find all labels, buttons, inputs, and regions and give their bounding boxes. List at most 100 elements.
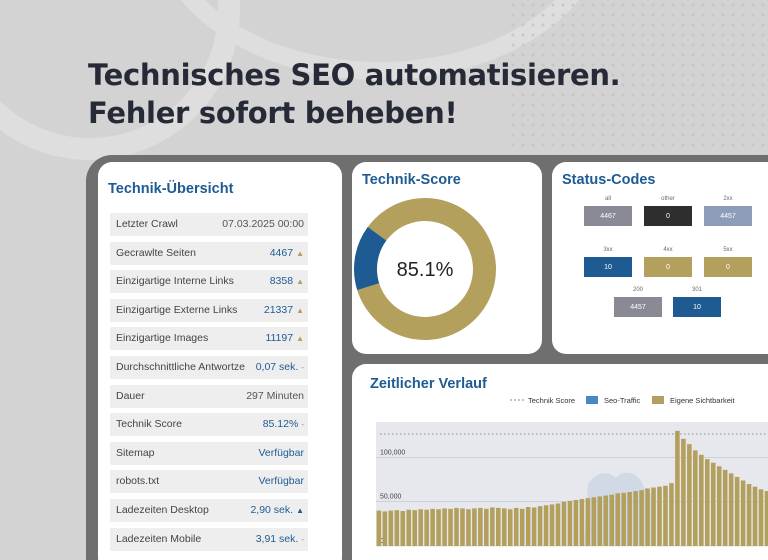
bar-sichtbarkeit — [585, 498, 591, 546]
status-code-box: 0 — [644, 257, 692, 277]
bar-sichtbarkeit — [412, 510, 417, 546]
bar-sichtbarkeit — [406, 509, 412, 546]
overview-row-label: Gecrawlte Seiten — [116, 246, 196, 259]
overview-row: Einzigartige Externe Links 21337 ▲ — [110, 298, 308, 322]
bar-sichtbarkeit — [460, 508, 465, 546]
bar-sichtbarkeit — [669, 483, 674, 546]
bar-sichtbarkeit — [710, 462, 716, 546]
overview-row: robots.txt Verfügbar — [110, 470, 308, 494]
score-value-label: 85.1% — [397, 259, 454, 281]
bar-sichtbarkeit — [442, 508, 447, 546]
bar-sichtbarkeit — [633, 491, 638, 546]
status-title: Status-Codes — [562, 172, 656, 188]
overview-row-value: 8358 ▲ — [270, 275, 304, 287]
trend-neutral-icon: - — [301, 363, 304, 372]
overview-row-value-text: 4467 — [269, 246, 294, 259]
y-tick-label: 50,000 — [380, 494, 402, 501]
bar-sichtbarkeit — [704, 459, 710, 546]
bar-sichtbarkeit — [597, 496, 603, 546]
bar-sichtbarkeit — [615, 493, 620, 546]
status-code-caption: 3xx — [603, 247, 613, 253]
status-code-box: 4467 — [584, 206, 632, 226]
bar-sichtbarkeit — [400, 511, 406, 546]
overview-row-value: 2,90 sek. ▲ — [250, 504, 304, 516]
overview-row: Ladezeiten Desktop 2,90 sek. ▲ — [110, 499, 308, 522]
overview-row-label: Dauer — [116, 389, 145, 402]
status-code-box: 4457 — [614, 297, 662, 317]
overview-row-value: 0,07 sek. - — [256, 361, 304, 373]
status-code-caption: all — [604, 196, 611, 202]
bar-sichtbarkeit — [513, 507, 519, 546]
bar-sichtbarkeit — [454, 507, 459, 546]
bar-sichtbarkeit — [424, 509, 429, 546]
overview-row-value-text: 11197 — [265, 332, 294, 345]
trend-up-icon: ▲ — [296, 277, 304, 287]
legend-seo-traffic-swatch-icon — [586, 396, 598, 404]
overview-row-value: 11197 ▲ — [265, 332, 304, 344]
bar-sichtbarkeit — [746, 484, 752, 546]
legend-label: Seo-Traffic — [604, 396, 641, 405]
bar-sichtbarkeit — [687, 444, 692, 546]
status-code-box: 4457 — [704, 206, 752, 226]
overview-row: Sitemap Verfügbar — [110, 441, 308, 465]
timeline-title: Zeitlicher Verlauf — [370, 376, 487, 392]
timeline-chart: Technik Score Seo-Traffic Eigene Sichtbark… — [376, 396, 768, 547]
bar-sichtbarkeit — [657, 486, 662, 546]
bar-sichtbarkeit — [531, 507, 537, 546]
bar-sichtbarkeit — [645, 488, 650, 546]
bar-sichtbarkeit — [699, 454, 704, 546]
overview-row-value: 21337 ▲ — [264, 304, 304, 316]
bar-sichtbarkeit — [573, 499, 579, 546]
bar-sichtbarkeit — [740, 480, 746, 546]
status-code-box: 0 — [704, 257, 752, 277]
status-code-box: 0 — [644, 206, 692, 226]
score-title: Technik-Score — [362, 172, 461, 188]
overview-row: Einzigartige Images 11197 ▲ — [110, 327, 308, 351]
bar-sichtbarkeit — [764, 491, 768, 546]
bar-sichtbarkeit — [675, 430, 680, 546]
legend-label: Technik Score — [528, 396, 575, 405]
bar-sichtbarkeit — [627, 491, 632, 546]
overview-row: Gecrawlte Seiten 4467 ▲ — [110, 241, 308, 265]
status-code-caption: 2xx — [723, 196, 733, 202]
bar-sichtbarkeit — [490, 507, 495, 546]
bar-sichtbarkeit — [543, 505, 549, 546]
overview-row-value: 07.03.2025 00:00 — [222, 218, 304, 230]
overview-row-value: Verfügbar — [258, 475, 304, 487]
bar-sichtbarkeit — [567, 500, 573, 546]
bar-sichtbarkeit — [430, 508, 435, 546]
headline-line-1: Technisches SEO automatisieren. — [88, 58, 621, 92]
bar-sichtbarkeit — [728, 473, 734, 546]
status-code-box: 10 — [584, 257, 632, 277]
bar-sichtbarkeit — [579, 499, 585, 546]
overview-row-value-text: Verfügbar — [258, 475, 304, 488]
bar-sichtbarkeit — [537, 506, 543, 546]
overview-row-value: 4467 ▲ — [270, 247, 304, 259]
y-tick-label: 100,000 — [380, 449, 405, 456]
bar-sichtbarkeit — [663, 485, 668, 546]
overview-row-value-text: 21337 — [263, 303, 294, 316]
overview-row-value-text: 07.03.2025 00:00 — [222, 218, 304, 230]
overview-row-value-text: Verfügbar — [258, 446, 304, 459]
legend-label: Eigene Sichtbarkeit — [670, 396, 736, 405]
overview-row-label: Durchschnittliche Antwortze — [116, 361, 245, 373]
bar-sichtbarkeit — [651, 487, 656, 546]
bar-sichtbarkeit — [752, 486, 758, 546]
status-code-caption: other — [661, 196, 675, 202]
bar-sichtbarkeit — [734, 476, 740, 546]
status-codes-card: Status-Codes all 4467 other 0 2xx 4457 3xx 10 4x… — [552, 162, 768, 354]
bar-sichtbarkeit — [758, 489, 764, 546]
status-code-caption: 301 — [691, 287, 702, 293]
overview-row-label: Einzigartige Interne Links — [116, 275, 234, 288]
bar-sichtbarkeit — [496, 507, 501, 546]
overview-row-value-text: 2,90 sek. — [250, 504, 294, 516]
trend-up-icon: ▲ — [296, 334, 304, 344]
overview-row: Dauer 297 Minuten — [110, 384, 308, 408]
overview-row: Durchschnittliche Antwortze 0,07 sek. - — [110, 356, 308, 379]
bar-sichtbarkeit — [478, 507, 483, 546]
trend-neutral-icon: - — [301, 534, 304, 544]
bar-sichtbarkeit — [693, 450, 698, 546]
overview-row-label: Ladezeiten Desktop — [116, 504, 209, 516]
bar-sichtbarkeit — [525, 507, 531, 546]
bar-sichtbarkeit — [621, 492, 626, 546]
